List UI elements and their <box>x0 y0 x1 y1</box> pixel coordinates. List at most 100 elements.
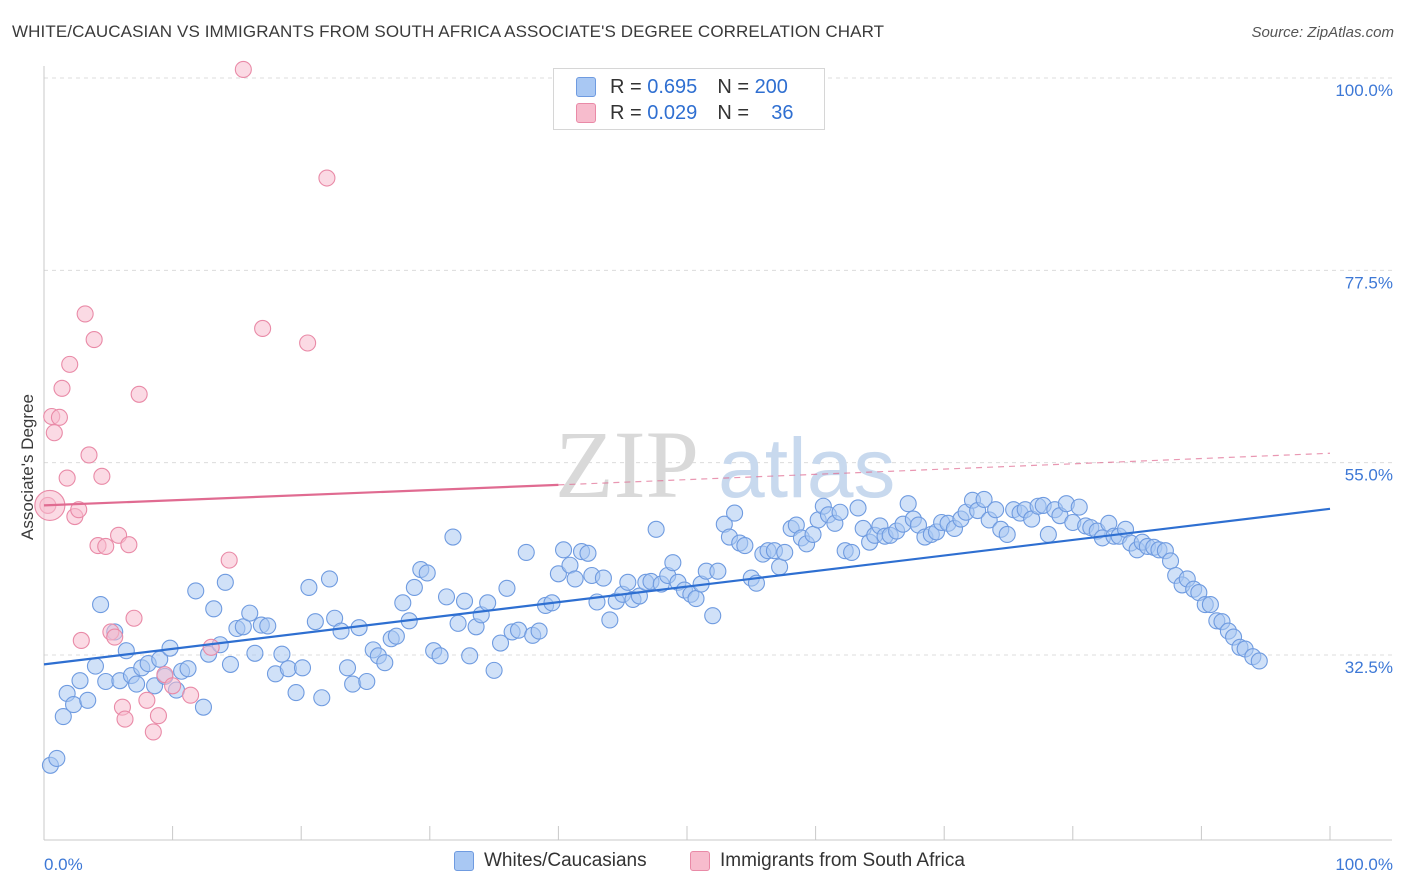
stats-n-label: N = <box>717 75 749 98</box>
data-point <box>726 504 744 522</box>
data-point <box>79 691 97 709</box>
stats-legend-box: R = 0.695 N = 200 R = 0.029 N = 36 <box>553 68 825 130</box>
data-point <box>273 645 291 663</box>
data-point <box>125 609 143 627</box>
stats-r-label: R = <box>610 101 642 124</box>
watermark-zip: ZIP <box>555 411 699 518</box>
stats-swatch-whites <box>576 77 596 97</box>
data-point <box>254 319 272 338</box>
data-point <box>549 565 567 583</box>
data-point <box>205 600 223 618</box>
data-point <box>899 495 917 513</box>
data-point <box>106 628 124 646</box>
data-point <box>300 578 318 597</box>
data-point <box>71 672 89 690</box>
data-point <box>216 573 234 591</box>
data-point <box>687 590 705 608</box>
data-points <box>34 60 1268 774</box>
data-point <box>65 696 83 714</box>
watermark-atlas: atlas <box>718 421 895 515</box>
y-tick-label: 100.0% <box>1335 81 1393 100</box>
stats-row-whites: R = 0.695 N = 200 <box>576 74 788 100</box>
data-point <box>58 469 76 487</box>
data-point <box>1161 552 1180 570</box>
data-point <box>736 537 754 555</box>
data-point <box>444 528 462 546</box>
y-tick-label: 77.5% <box>1345 273 1393 292</box>
data-point <box>221 655 240 673</box>
stats-r-label: R = <box>610 75 642 98</box>
data-point <box>594 569 612 587</box>
stats-r-value: 0.029 <box>647 101 698 124</box>
data-point <box>579 544 597 562</box>
data-point <box>1070 498 1088 516</box>
data-point <box>394 594 412 612</box>
data-point <box>80 446 98 464</box>
series-immigrants <box>39 60 336 741</box>
data-point <box>48 749 66 767</box>
x-tick-label: 0.0% <box>44 855 83 874</box>
data-point <box>843 543 861 561</box>
data-point <box>293 659 312 677</box>
data-point <box>664 554 682 572</box>
data-point <box>318 169 336 187</box>
data-point <box>45 424 63 442</box>
data-point <box>332 622 350 640</box>
data-point <box>306 613 324 631</box>
data-point <box>54 707 72 726</box>
data-point <box>194 698 213 716</box>
data-point <box>431 647 449 665</box>
data-point <box>93 467 111 485</box>
data-point <box>97 672 115 691</box>
data-point <box>53 379 71 397</box>
data-point <box>182 686 200 704</box>
data-point <box>498 579 516 597</box>
data-point <box>1201 596 1219 614</box>
data-point <box>138 691 156 709</box>
tick-labels: 32.5% 55.0% 77.5% 100.0% 0.0% 100.0% <box>44 81 1393 874</box>
data-point <box>601 611 619 629</box>
data-point <box>437 588 456 606</box>
legend-item-immigrants[interactable]: Immigrants from South Africa <box>690 850 965 872</box>
data-point <box>86 657 104 675</box>
data-point <box>50 408 68 426</box>
stats-row-immigrants: R = 0.029 N = 36 <box>576 100 793 126</box>
data-point <box>709 562 727 580</box>
data-point <box>259 617 277 635</box>
x-tick-label: 100.0% <box>1335 855 1393 874</box>
bottom-legend: Whites/Caucasians Immigrants from South … <box>0 850 1406 880</box>
data-point <box>387 627 405 645</box>
data-point <box>202 638 220 656</box>
y-axis-label: Associate's Degree <box>18 394 37 540</box>
data-point <box>279 660 297 678</box>
data-point <box>234 618 252 636</box>
data-point <box>338 659 357 677</box>
data-point <box>704 607 722 625</box>
data-point <box>479 594 497 612</box>
y-tick-label: 32.5% <box>1345 658 1393 677</box>
data-point <box>144 723 162 741</box>
data-point <box>461 647 479 665</box>
stats-swatch-immigrants <box>576 103 596 123</box>
data-point <box>234 60 252 79</box>
data-point <box>509 621 528 639</box>
data-point <box>455 592 474 610</box>
data-point <box>849 499 867 517</box>
data-point <box>320 570 339 588</box>
data-point <box>987 501 1005 519</box>
data-point <box>72 631 90 650</box>
trend-line-immigrants-extension <box>558 452 1331 486</box>
data-point <box>179 660 197 678</box>
data-point <box>128 675 146 693</box>
data-point <box>61 355 79 373</box>
legend-item-whites[interactable]: Whites/Caucasians <box>454 850 647 872</box>
chart-title: WHITE/CAUCASIAN VS IMMIGRANTS FROM SOUTH… <box>12 22 885 41</box>
stats-n-label: N = <box>717 101 749 124</box>
data-point <box>554 541 573 559</box>
data-point <box>975 490 993 508</box>
data-point <box>246 644 264 662</box>
data-point <box>187 582 205 600</box>
chart-source: Source: ZipAtlas.com <box>1251 24 1394 41</box>
data-point <box>647 520 665 538</box>
